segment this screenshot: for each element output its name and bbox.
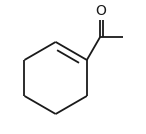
Text: O: O: [95, 4, 106, 18]
